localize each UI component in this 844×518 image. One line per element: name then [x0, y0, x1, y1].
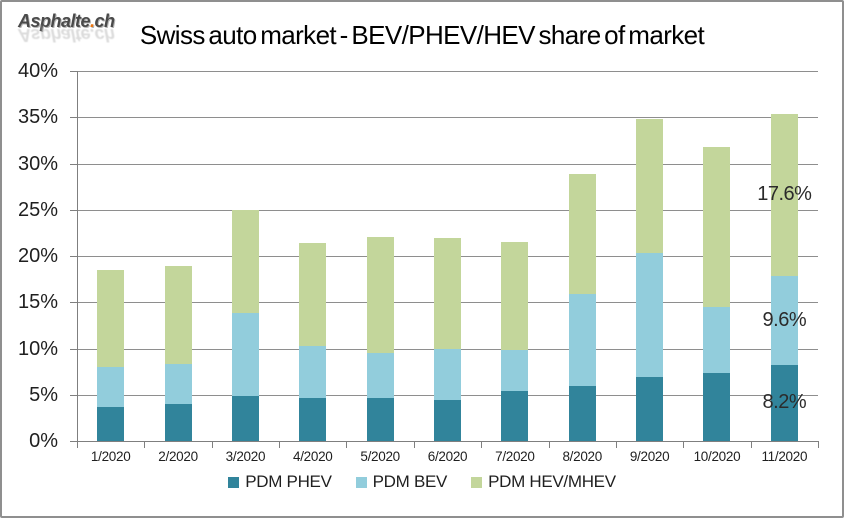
- bar-segment-4/2020-pdm-phev: [299, 398, 327, 441]
- bar-segment-10/2020-pdm-hev-mhev: [703, 146, 731, 307]
- x-axis-line: [77, 441, 819, 442]
- y-axis-label-20: 20%: [17, 245, 58, 267]
- legend: PDM PHEV PDM BEV PDM HEV/MHEV: [2, 472, 842, 492]
- y-tick-30: [70, 163, 77, 165]
- data-label-8.2pct: 8.2%: [762, 391, 807, 414]
- bar-segment-10/2020-pdm-bev: [703, 306, 731, 374]
- legend-label: PDM HEV/MHEV: [488, 472, 616, 491]
- x-tick-6: [481, 442, 483, 448]
- gridline-25: [77, 209, 818, 211]
- y-tick-0: [70, 441, 77, 442]
- bar-segment-4/2020-pdm-hev-mhev: [299, 243, 327, 346]
- y-tick-25: [70, 209, 77, 211]
- legend-swatch-icon: [355, 476, 367, 488]
- y-axis-label-15: 15%: [17, 291, 58, 314]
- bar-segment-8/2020-pdm-bev: [568, 293, 596, 387]
- legend-label: PDM BEV: [372, 472, 448, 491]
- bar-segment-9/2020-pdm-hev-mhev: [636, 119, 664, 254]
- bar-segment-11/2020-pdm-bev: [770, 276, 798, 366]
- x-tick-7: [548, 442, 550, 448]
- x-axis-label-4/2020: 4/2020: [293, 449, 333, 464]
- bar-segment-2/2020-pdm-hev-mhev: [164, 266, 192, 365]
- x-tick-0: [77, 442, 78, 448]
- bar-segment-4/2020-pdm-bev: [299, 345, 327, 399]
- x-axis-label-2/2020: 2/2020: [158, 449, 198, 464]
- bar-segment-2/2020-pdm-phev: [164, 404, 192, 441]
- y-axis-label-40: 40%: [17, 60, 58, 82]
- bar-segment-8/2020-pdm-hev-mhev: [568, 173, 596, 294]
- legend-swatch-icon: [471, 476, 483, 488]
- x-axis-label-3/2020: 3/2020: [225, 449, 266, 464]
- chart-title: Swiss auto market - BEV/PHEV/HEV share o…: [139, 20, 705, 50]
- data-label-17.6pct: 17.6%: [757, 182, 812, 205]
- legend-item-pdm-bev: PDM BEV: [355, 472, 448, 492]
- gridline-40: [77, 71, 818, 72]
- bar-segment-1/2020-pdm-hev-mhev: [97, 269, 125, 367]
- y-axis-label-10: 10%: [17, 337, 58, 360]
- legend-swatch-icon: [228, 476, 240, 488]
- bar-segment-3/2020-pdm-phev: [231, 395, 259, 441]
- x-axis-label-9/2020: 9/2020: [629, 449, 670, 464]
- x-tick-10: [750, 442, 752, 448]
- y-axis-label-30: 30%: [17, 152, 58, 175]
- asphalte-watermark-logo: Asphalte.ch Asphalte.ch: [18, 11, 115, 45]
- bar-segment-11/2020-pdm-hev-mhev: [770, 113, 798, 277]
- bar-segment-7/2020-pdm-hev-mhev: [501, 242, 529, 351]
- x-tick-3: [279, 442, 281, 448]
- bar-segment-5/2020-pdm-phev: [366, 398, 394, 441]
- bar-segment-7/2020-pdm-phev: [501, 391, 529, 441]
- legend-item-pdm-hev-mhev: PDM HEV/MHEV: [471, 472, 616, 492]
- legend-label: PDM PHEV: [245, 472, 332, 491]
- y-tick-35: [70, 117, 77, 119]
- x-tick-5: [413, 442, 415, 448]
- asphalte-logo-text: Asphalte.ch: [18, 11, 115, 31]
- y-axis-label-5: 5%: [29, 383, 58, 406]
- x-tick-1: [144, 442, 146, 448]
- plot-area: [77, 71, 818, 441]
- bar-segment-2/2020-pdm-bev: [164, 364, 192, 404]
- y-axis-label-35: 35%: [17, 106, 58, 129]
- x-tick-9: [683, 442, 685, 448]
- x-tick-4: [346, 442, 348, 448]
- gridline-30: [77, 163, 818, 165]
- bar-segment-6/2020-pdm-hev-mhev: [434, 237, 461, 350]
- bar-segment-11/2020-pdm-phev: [770, 365, 798, 441]
- y-axis-line: [77, 71, 78, 442]
- y-tick-20: [70, 256, 77, 257]
- bar-segment-1/2020-pdm-phev: [97, 406, 125, 441]
- bar-segment-10/2020-pdm-phev: [703, 373, 731, 441]
- x-tick-8: [615, 442, 617, 448]
- legend-item-pdm-phev: PDM PHEV: [228, 472, 332, 492]
- x-axis-label-11/2020: 11/2020: [761, 449, 808, 464]
- bar-segment-1/2020-pdm-bev: [97, 367, 125, 407]
- bar-segment-3/2020-pdm-hev-mhev: [231, 209, 259, 314]
- y-tick-40: [70, 71, 77, 72]
- bar-segment-6/2020-pdm-phev: [434, 400, 461, 441]
- x-axis-label-8/2020: 8/2020: [562, 449, 602, 464]
- y-axis-label-0: 0%: [29, 430, 58, 452]
- y-tick-5: [70, 394, 77, 396]
- x-tick-2: [211, 442, 213, 448]
- x-axis-label-10/2020: 10/2020: [693, 449, 741, 464]
- bar-segment-9/2020-pdm-phev: [636, 377, 664, 441]
- x-axis-label-5/2020: 5/2020: [360, 449, 400, 464]
- bar-segment-7/2020-pdm-bev: [501, 350, 529, 392]
- x-tick-11: [818, 442, 819, 448]
- y-axis-label-25: 25%: [17, 198, 58, 221]
- bar-segment-5/2020-pdm-hev-mhev: [366, 236, 394, 354]
- bar-segment-5/2020-pdm-bev: [366, 353, 394, 399]
- x-axis-label-1/2020: 1/2020: [90, 449, 131, 464]
- gridline-35: [77, 117, 818, 119]
- bar-segment-6/2020-pdm-bev: [434, 349, 461, 401]
- data-label-9.6pct: 9.6%: [762, 308, 807, 331]
- bar-segment-3/2020-pdm-bev: [231, 313, 259, 396]
- bar-segment-9/2020-pdm-bev: [636, 253, 664, 378]
- bar-segment-8/2020-pdm-phev: [568, 386, 596, 441]
- y-tick-15: [70, 302, 77, 304]
- x-axis-label-6/2020: 6/2020: [427, 449, 468, 464]
- y-tick-10: [70, 348, 77, 350]
- x-axis-label-7/2020: 7/2020: [495, 449, 535, 464]
